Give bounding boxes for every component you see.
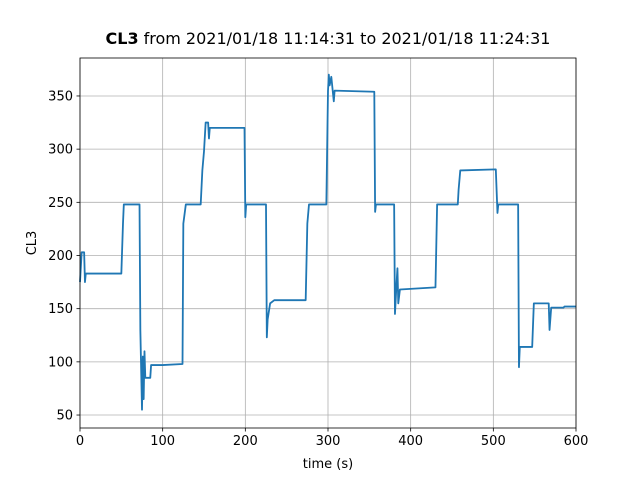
- x-axis-label: time (s): [303, 457, 353, 472]
- y-tick-label: 350: [48, 89, 73, 104]
- y-tick-label: 150: [48, 302, 73, 317]
- data-line: [79, 73, 576, 411]
- x-tick-label: 500: [481, 434, 506, 449]
- x-tick-label: 100: [150, 434, 175, 449]
- x-tick-label: 400: [398, 434, 423, 449]
- x-tick-label: 200: [233, 434, 258, 449]
- title-bold: CL3: [106, 29, 139, 48]
- x-tick-label: 600: [564, 434, 589, 449]
- y-axis-label: CL3: [25, 231, 40, 256]
- y-tick-label: 300: [48, 143, 73, 158]
- x-tick-label: 300: [316, 434, 341, 449]
- y-tick-label: 250: [48, 196, 73, 211]
- y-tick-label: 50: [56, 409, 73, 424]
- y-tick-label: 200: [48, 249, 73, 264]
- title-rest: from 2021/01/18 11:14:31 to 2021/01/18 1…: [144, 29, 551, 48]
- plot-frame: [79, 57, 577, 429]
- y-tick-label: 100: [48, 355, 73, 370]
- x-tick-label: 0: [76, 434, 84, 449]
- chart-title: CL3 from 2021/01/18 11:14:31 to 2021/01/1…: [106, 29, 551, 48]
